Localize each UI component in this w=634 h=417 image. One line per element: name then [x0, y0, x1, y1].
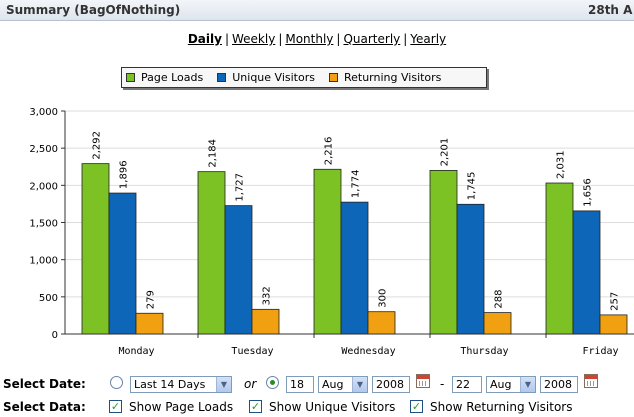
- bar-returning-visitors: [251, 308, 280, 335]
- range-links: Daily | Weekly | Monthly | Quarterly | Yearly: [0, 32, 634, 46]
- link-quarterly[interactable]: Quarterly: [343, 32, 401, 46]
- bar-chart: 0 500 1,000 1,500 2,000 2,500 3,000 2,292 1,896 2…: [29, 107, 634, 357]
- to-year-input[interactable]: 2008: [540, 376, 578, 393]
- range-separator: |: [278, 32, 283, 46]
- data-label: 1,727: [235, 173, 246, 202]
- or-text: or: [244, 377, 257, 391]
- legend-item-unique-visitors: Unique Visitors: [217, 71, 315, 84]
- data-label: 1,774: [351, 169, 362, 198]
- y-tick-label: 0: [52, 330, 58, 341]
- data-label: 300: [378, 289, 389, 308]
- link-daily[interactable]: Daily: [187, 32, 222, 46]
- from-year-input[interactable]: 2008: [372, 376, 410, 393]
- to-month-select[interactable]: Aug ▼: [486, 376, 536, 393]
- preset-range-radio[interactable]: [110, 376, 123, 389]
- unique-visitors-checkbox-label: Show Unique Visitors: [269, 400, 396, 414]
- legend-label-page-loads: Page Loads: [141, 71, 204, 84]
- page-loads-checkbox[interactable]: ✓: [109, 400, 122, 413]
- chevron-down-icon: ▼: [520, 377, 535, 392]
- bar-page-loads: [197, 171, 226, 335]
- returning-visitors-checkbox[interactable]: ✓: [410, 400, 423, 413]
- bar-unique-visitors: [108, 192, 137, 335]
- bar-unique-visitors: [572, 210, 601, 335]
- y-tick-label: 2,000: [29, 181, 58, 192]
- window-titlebar: Summary (BagOfNothing) 28th A: [0, 0, 634, 21]
- y-tick-label: 500: [39, 293, 58, 304]
- bar-page-loads: [81, 163, 110, 335]
- select-date-label: Select Date:: [3, 377, 86, 391]
- preset-range-value: Last 14 Days: [134, 378, 206, 391]
- legend-label-unique-visitors: Unique Visitors: [232, 71, 315, 84]
- data-label: 332: [262, 286, 273, 305]
- bar-returning-visitors: [599, 314, 628, 335]
- range-separator: |: [403, 32, 408, 46]
- bar-unique-visitors: [340, 201, 369, 335]
- x-tick-label: Tuesday: [231, 346, 273, 357]
- data-label: 288: [494, 289, 505, 308]
- bar-unique-visitors: [456, 203, 485, 335]
- data-label: 2,201: [440, 138, 451, 167]
- legend-swatch-unique-visitors: [217, 73, 227, 82]
- y-tick-label: 3,000: [29, 107, 58, 118]
- bar-page-loads: [313, 168, 342, 335]
- custom-range-radio[interactable]: [266, 376, 279, 389]
- date-dash: -: [440, 377, 445, 391]
- window-title: Summary (BagOfNothing): [6, 3, 181, 17]
- from-day-input[interactable]: 18: [286, 376, 314, 393]
- range-separator: |: [224, 32, 229, 46]
- from-month-value: Aug: [322, 378, 344, 391]
- data-label: 2,031: [556, 150, 567, 179]
- link-weekly[interactable]: Weekly: [232, 32, 276, 46]
- x-tick-label: Wednesday: [341, 346, 395, 357]
- bar-page-loads: [545, 182, 574, 335]
- chevron-down-icon: ▼: [216, 377, 231, 392]
- bar-returning-visitors: [483, 312, 512, 335]
- data-label: 2,292: [92, 131, 103, 160]
- x-tick-label: Thursday: [460, 346, 508, 357]
- returning-visitors-checkbox-label: Show Returning Visitors: [430, 400, 573, 414]
- data-label: 1,896: [119, 160, 130, 189]
- data-label: 1,745: [467, 172, 478, 201]
- page-loads-checkbox-label: Show Page Loads: [129, 400, 234, 414]
- data-label: 2,216: [324, 137, 335, 166]
- y-tick-label: 1,500: [29, 219, 58, 230]
- calendar-icon[interactable]: [584, 374, 598, 388]
- legend-swatch-page-loads: [126, 73, 135, 82]
- range-separator: |: [336, 32, 341, 46]
- select-data-label: Select Data:: [3, 400, 86, 414]
- from-month-select[interactable]: Aug ▼: [318, 376, 368, 393]
- preset-range-select[interactable]: Last 14 Days ▼: [130, 376, 232, 393]
- x-tick-label: Monday: [118, 346, 154, 357]
- bar-returning-visitors: [367, 311, 396, 335]
- link-yearly[interactable]: Yearly: [410, 32, 447, 46]
- legend-item-page-loads: Page Loads: [126, 71, 203, 84]
- chart-legend: Page Loads Unique Visitors Returning Vis…: [121, 67, 487, 88]
- data-label: 2,184: [208, 139, 219, 168]
- x-tick-label: Friday: [582, 346, 618, 357]
- data-label: 257: [610, 292, 621, 311]
- data-label: 1,656: [583, 178, 594, 207]
- bar-returning-visitors: [135, 312, 164, 335]
- bar-unique-visitors: [224, 205, 253, 335]
- to-day-input[interactable]: 22: [452, 376, 482, 393]
- to-month-value: Aug: [490, 378, 512, 391]
- window-date: 28th A: [588, 3, 633, 17]
- bar-page-loads: [429, 169, 458, 335]
- chevron-down-icon: ▼: [352, 377, 367, 392]
- legend-label-returning-visitors: Returning Visitors: [343, 71, 442, 84]
- y-tick-label: 2,500: [29, 144, 58, 155]
- legend-swatch-returning-visitors: [328, 73, 338, 82]
- calendar-icon[interactable]: [416, 374, 430, 388]
- y-tick-label: 1,000: [29, 256, 58, 267]
- link-monthly[interactable]: Monthly: [285, 32, 334, 46]
- legend-item-returning-visitors: Returning Visitors: [328, 71, 442, 84]
- data-label: 279: [146, 290, 157, 309]
- unique-visitors-checkbox[interactable]: ✓: [249, 400, 262, 413]
